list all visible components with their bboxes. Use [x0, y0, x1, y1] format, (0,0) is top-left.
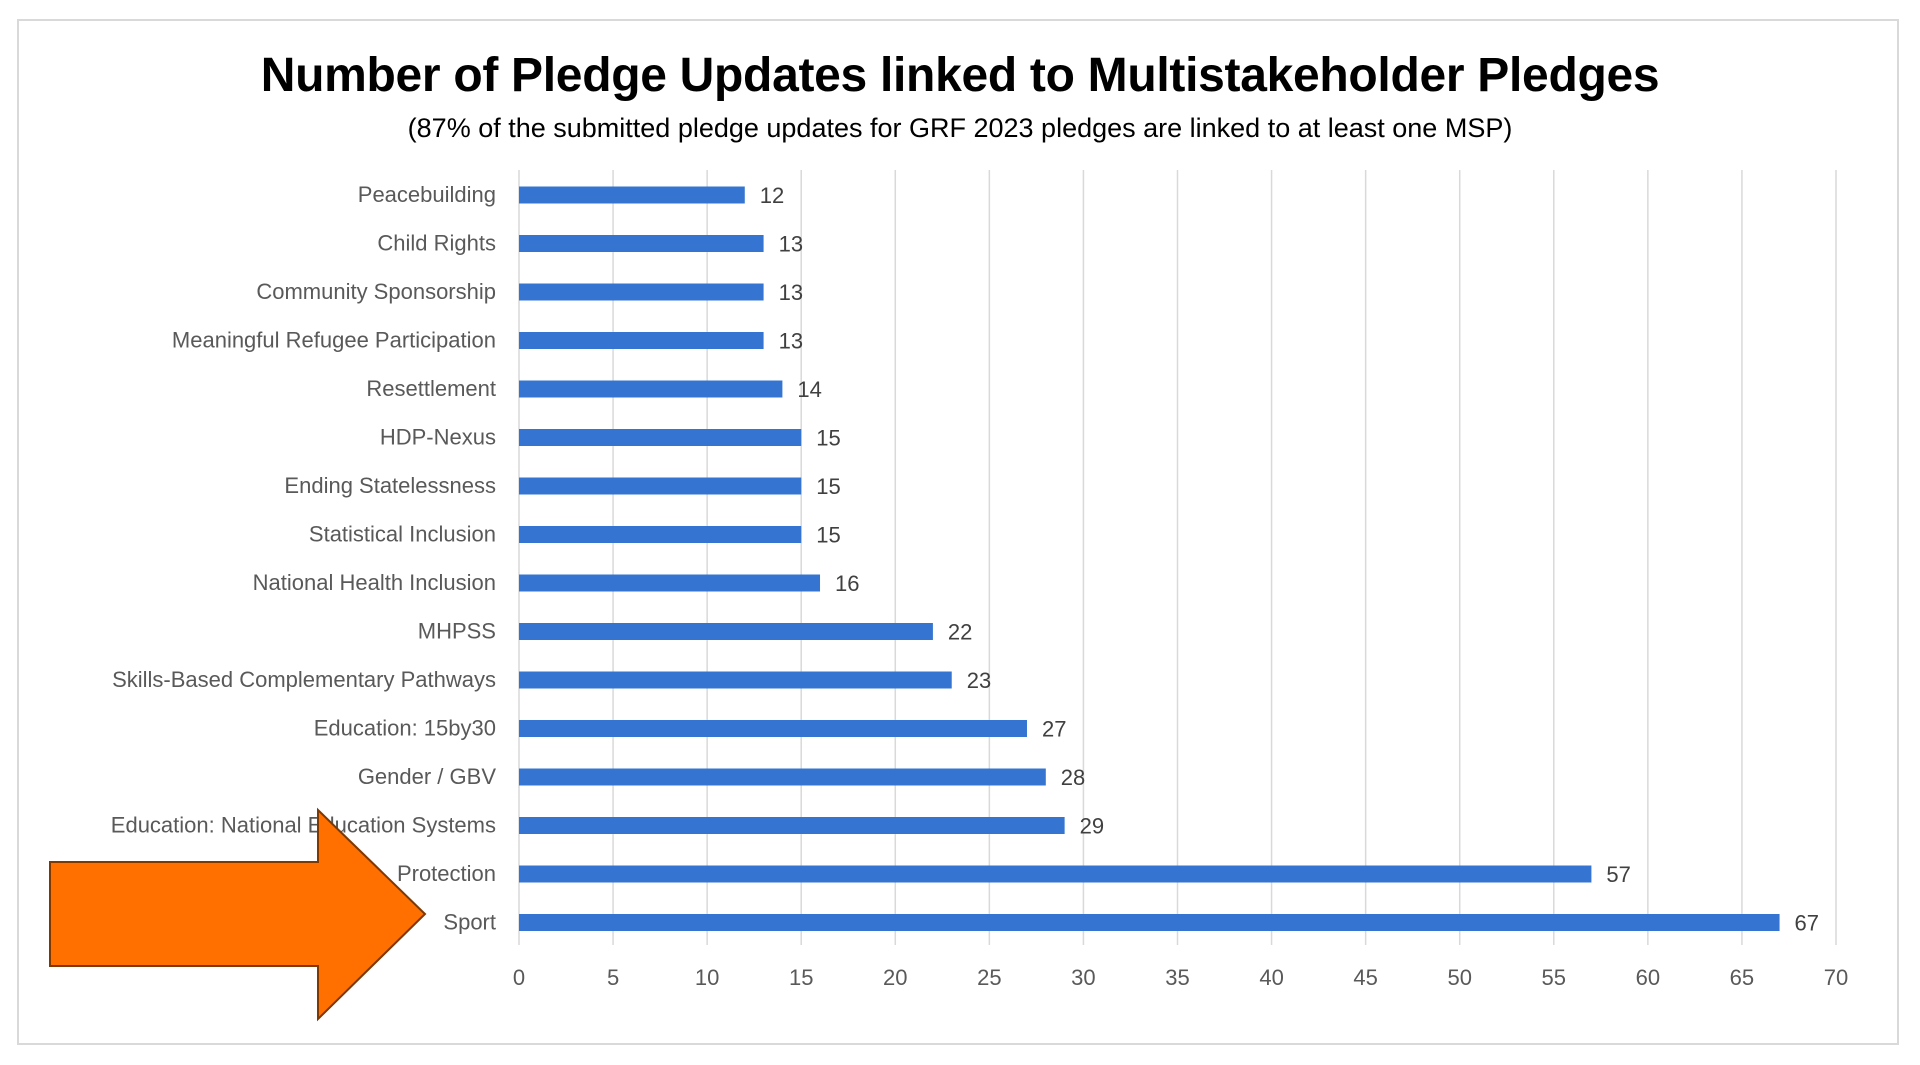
value-labels: 12 13 13 13 14 15 15 15 16 22 23 27 28 29 57 67	[760, 183, 1819, 936]
x-tick-label: 30	[1071, 965, 1095, 990]
x-tick-label: 50	[1447, 965, 1471, 990]
x-tick-label: 60	[1636, 965, 1660, 990]
bar	[519, 283, 764, 301]
value-label: 16	[835, 571, 859, 596]
category-label: Protection	[397, 861, 496, 886]
x-tick-label: 35	[1165, 965, 1189, 990]
value-label: 27	[1042, 717, 1066, 742]
value-label: 57	[1606, 862, 1630, 887]
bar	[519, 477, 802, 495]
x-tick-label: 25	[977, 965, 1001, 990]
value-label: 12	[760, 183, 784, 208]
category-label: Education: 15by30	[314, 716, 496, 741]
x-tick-label: 45	[1353, 965, 1377, 990]
category-label: Skills-Based Complementary Pathways	[112, 667, 496, 692]
bars	[519, 186, 1780, 931]
value-label: 67	[1795, 911, 1819, 936]
bar	[519, 865, 1592, 883]
chart-title: Number of Pledge Updates linked to Multi…	[260, 49, 1660, 102]
category-labels: Peacebuilding Child Rights Community Spons…	[111, 182, 497, 935]
category-label: Resettlement	[366, 376, 496, 401]
category-label: Ending Statelessness	[284, 473, 496, 498]
value-label: 15	[816, 426, 840, 451]
category-label: Community Sponsorship	[256, 279, 496, 304]
value-label: 13	[779, 232, 803, 257]
bar	[519, 574, 821, 592]
category-label: Sport	[443, 910, 496, 935]
x-tick-label: 10	[695, 965, 719, 990]
value-label: 13	[779, 280, 803, 305]
category-label: MHPSS	[418, 619, 496, 644]
bar	[519, 332, 764, 349]
value-label: 28	[1061, 765, 1085, 790]
x-tick-label: 40	[1259, 965, 1283, 990]
category-label: HDP-Nexus	[380, 425, 496, 450]
value-label: 29	[1080, 814, 1104, 839]
bar	[519, 720, 1027, 737]
bar	[519, 623, 933, 640]
category-label: Statistical Inclusion	[309, 522, 496, 547]
category-label: Child Rights	[377, 231, 496, 256]
value-label: 14	[797, 377, 821, 402]
bar	[519, 526, 802, 543]
arrow-right-icon	[49, 807, 427, 1022]
chart-subtitle: (87% of the submitted pledge updates for…	[407, 113, 1513, 143]
x-tick-label: 70	[1824, 965, 1848, 990]
x-tick-label: 20	[883, 965, 907, 990]
x-tick-label: 15	[789, 965, 813, 990]
value-label: 15	[816, 523, 840, 548]
x-tick-labels: 0 5 10 15 20 25 30 35 40 45 50 55 60 65 70	[513, 965, 1848, 990]
x-tick-label: 55	[1542, 965, 1566, 990]
value-label: 13	[779, 329, 803, 354]
bar	[519, 671, 952, 689]
bar	[519, 817, 1065, 834]
bar	[519, 429, 802, 446]
x-tick-label: 0	[513, 965, 525, 990]
bar	[519, 380, 783, 398]
x-tick-label: 5	[607, 965, 619, 990]
category-label: Meaningful Refugee Participation	[172, 328, 496, 353]
category-label: Peacebuilding	[358, 182, 496, 207]
value-label: 22	[948, 620, 972, 645]
bar	[519, 235, 764, 252]
bar	[519, 914, 1780, 931]
bar	[519, 186, 745, 204]
category-label: Gender / GBV	[358, 764, 497, 789]
bar	[519, 768, 1046, 786]
category-label: National Health Inclusion	[253, 570, 496, 595]
value-label: 23	[967, 668, 991, 693]
value-label: 15	[816, 474, 840, 499]
x-tick-label: 65	[1730, 965, 1754, 990]
category-label: Education: National Education Systems	[111, 813, 496, 838]
